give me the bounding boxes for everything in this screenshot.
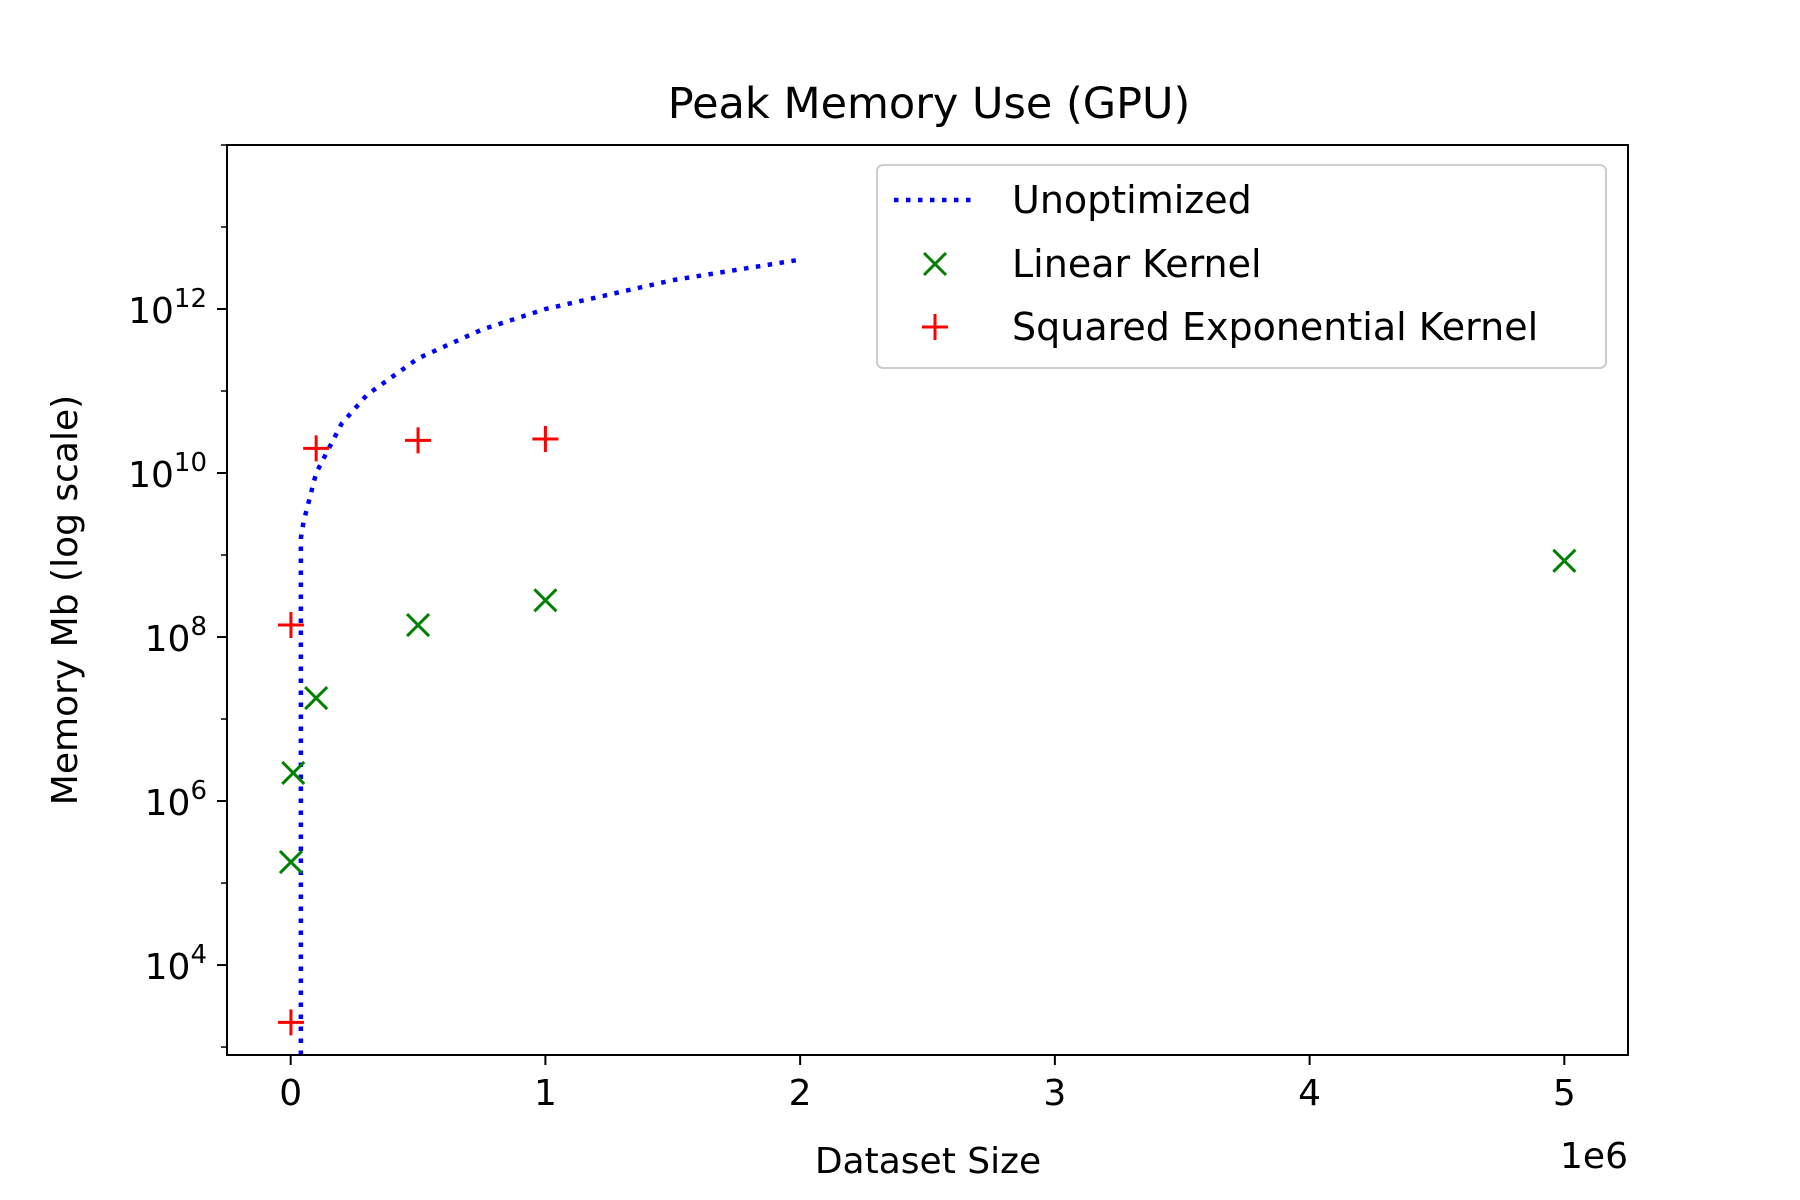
chart-title: Peak Memory Use (GPU): [668, 79, 1191, 129]
legend-unoptimized-label: Unoptimized: [1012, 178, 1252, 222]
x-axis-offset-label: 1e6: [1560, 1136, 1628, 1177]
y-tick-label: 106: [145, 776, 207, 824]
linear-kernel-point: [281, 760, 306, 786]
legend-squared-exponential-kernel-swatch: [922, 314, 948, 340]
x-tick-label: 4: [1298, 1073, 1321, 1114]
squared-exponential-kernel-point: [277, 1009, 304, 1036]
legend: Unoptimized Linear Kernel Squared Exponent…: [876, 164, 1607, 369]
plot-frame: [226, 144, 1629, 1056]
y-tick-label: 108: [145, 612, 207, 660]
linear-kernel-point: [405, 612, 431, 638]
linear-kernel-point: [278, 850, 303, 875]
y-tick-label: 1010: [128, 448, 207, 496]
legend-box: [876, 164, 1607, 369]
plot-area: [277, 257, 1577, 1055]
y-tick-label: 1012: [128, 284, 207, 332]
y-axis: 104 106 108 1010 1012: [128, 144, 227, 1048]
x-tick-label: 5: [1553, 1073, 1576, 1114]
squared-exponential-kernel-point: [405, 427, 432, 454]
x-tick-label: 3: [1043, 1073, 1066, 1114]
linear-kernel-point: [1552, 548, 1577, 573]
linear-kernel-series: [278, 548, 1577, 875]
x-tick-label: 1: [534, 1073, 557, 1114]
linear-kernel-point: [304, 686, 329, 711]
legend-squared-exponential-kernel-label: Squared Exponential Kernel: [1012, 305, 1538, 349]
y-tick-label: 104: [145, 940, 207, 988]
legend-linear-kernel-label: Linear Kernel: [1012, 242, 1262, 286]
squared-exponential-kernel-point: [277, 612, 304, 639]
x-axis: 0 1 2 3 4 5: [279, 1055, 1576, 1114]
y-axis-label: Memory Mb (log scale): [45, 395, 86, 805]
x-axis-label: Dataset Size: [815, 1141, 1041, 1182]
x-tick-label: 0: [279, 1073, 302, 1114]
x-tick-label: 2: [789, 1073, 812, 1114]
squared-exponential-kernel-series: [277, 425, 559, 1036]
legend-linear-kernel-swatch: [922, 251, 948, 277]
squared-exponential-kernel-point: [532, 425, 559, 452]
linear-kernel-point: [533, 588, 558, 613]
squared-exponential-kernel-point: [303, 435, 330, 462]
